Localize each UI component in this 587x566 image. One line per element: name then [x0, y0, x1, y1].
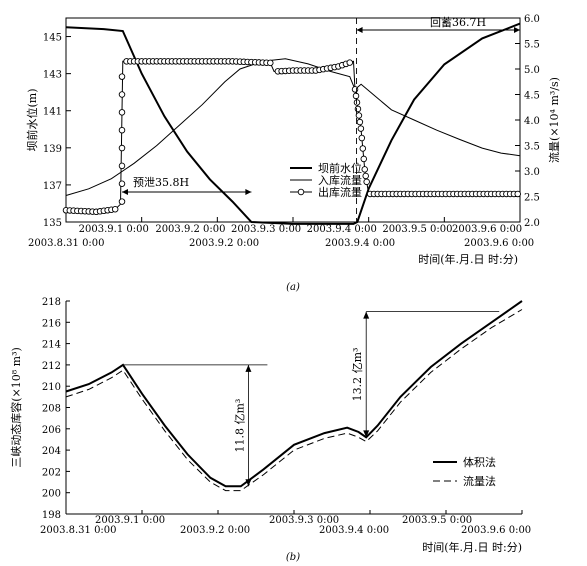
- legend-label-a: 出库流量: [318, 185, 362, 199]
- y-tick-label-b: 212: [42, 361, 61, 372]
- x-tick-label-bottom-a: 2003.9.2 0:00: [189, 238, 259, 249]
- x-tick-label-top-a: 2003.9.3 0:00: [231, 224, 301, 235]
- x-tick-label-top-a: 2003.9.5 0:00: [382, 224, 452, 235]
- y-tick-label-b: 202: [42, 467, 61, 478]
- outflow-point: [118, 198, 126, 205]
- refill-arrowhead-left: [356, 27, 363, 33]
- y-left-tick-label-a: 137: [43, 181, 62, 192]
- y-right-tick-label-a: 4.5: [524, 91, 540, 102]
- legend-label-b: 体积法: [463, 455, 496, 469]
- x-tick-label-bottom-b: 2003.9.2 0:00: [180, 525, 250, 536]
- outflow-point: [358, 134, 366, 142]
- y-right-tick-label-a: 3.0: [524, 167, 540, 178]
- y-tick-label-b: 214: [42, 340, 61, 351]
- pre-release-label: 预泄35.8H: [133, 176, 189, 189]
- range-label-1: 11.8 亿m³: [233, 399, 246, 453]
- y-left-tick-label-a: 143: [43, 70, 62, 81]
- y-left-tick-label-a: 135: [43, 218, 62, 229]
- chart-a: 135 137 139 141 143 145 2.0 2.5 3.0 3.5 4.0 4.5 5.0 5…: [25, 14, 561, 293]
- caption-a: (a): [286, 282, 300, 293]
- outflow-point: [118, 180, 126, 187]
- y-tick-label-b: 200: [42, 489, 61, 500]
- x-tick-label-bottom-b: 2003.9.6 0:00: [461, 525, 531, 536]
- outflow-point: [118, 73, 126, 80]
- legend-label-b: 流量法: [463, 474, 496, 488]
- x-tick-label-top-a: 2003.9.4 0:00: [307, 224, 377, 235]
- outflow-point: [118, 126, 126, 134]
- chart-b: 198 200 202 204 206 208 210 212 214 216 218 2003.9.…: [9, 297, 531, 563]
- y-right-tick-label-a: 2.5: [524, 193, 540, 204]
- x-tick-label-top-a: 2003.9.2 0:00: [155, 224, 225, 235]
- y-right-tick-label-a: 5.5: [524, 40, 540, 51]
- y-right-tick-label-a: 5.0: [524, 65, 540, 76]
- x-tick-label-bottom-a: 2003.9.4 0:00: [325, 238, 395, 249]
- y-tick-label-b: 198: [42, 510, 61, 521]
- outflow-point: [352, 92, 360, 100]
- y-left-axis-label-a: 坝前水位(m): [25, 88, 39, 151]
- y-tick-label-b: 216: [42, 318, 61, 329]
- y-left-tick-label-a: 139: [43, 144, 62, 155]
- y-tick-label-b: 208: [42, 404, 61, 415]
- outflow-point: [354, 105, 362, 113]
- y-tick-label-b: 204: [42, 446, 61, 457]
- outflow-point: [514, 190, 521, 198]
- y-right-tick-label-a: 4.0: [524, 116, 540, 127]
- refill-arrowhead-right: [514, 27, 520, 33]
- x-tick-label-top-a: 2003.9.1 0:00: [79, 224, 149, 235]
- x-tick-label-bottom-a: 2003.9.6 0:00: [464, 238, 534, 249]
- x-tick-label-bottom-a: 2003.8.31 0:00: [28, 238, 105, 249]
- y-axis-label-b: 三峡动态库容(×10⁸ m³): [9, 347, 23, 468]
- x-tick-label-top-a: 2003.9.6 0:00: [452, 224, 522, 235]
- y-tick-label-b: 206: [42, 425, 61, 436]
- pre-release-arrowhead-right: [245, 189, 252, 195]
- refill-label: 回蓄36.7H: [430, 16, 486, 29]
- caption-b: (b): [286, 552, 300, 562]
- x-tick-label-top-b: 2003.9.5 0:00: [402, 515, 472, 526]
- outflow-point: [361, 166, 368, 173]
- y-right-tick-label-a: 3.5: [524, 142, 540, 153]
- x-axis-label-b: 时间(年.月.日 时:分): [422, 540, 522, 554]
- outflow-point: [355, 112, 363, 119]
- range-arrowhead-2-bottom: [363, 430, 370, 438]
- y-left-tick-label-a: 145: [43, 33, 62, 44]
- outflow-point: [118, 162, 126, 170]
- x-axis-label-a: 时间(年.月.日 时:分): [418, 252, 518, 266]
- outflow-point: [359, 145, 367, 152]
- x-tick-label-bottom-b: 2003.9.4 0:00: [319, 525, 389, 536]
- series-line-water-level: [65, 22, 521, 225]
- outflow-point: [118, 109, 126, 116]
- x-tick-label-top-b: 2003.9.3 0:00: [269, 515, 339, 526]
- series-line-volume-method: [65, 300, 523, 488]
- y-right-tick-label-a: 6.0: [524, 14, 540, 25]
- y-tick-label-b: 210: [42, 382, 61, 393]
- outflow-point: [363, 178, 370, 186]
- outflow-point: [118, 144, 126, 152]
- outflow-point: [356, 118, 364, 126]
- series-line-inflow: [65, 58, 521, 196]
- y-right-tick-label-a: 2.0: [524, 218, 540, 229]
- outflow-point: [362, 172, 369, 180]
- range-arrowhead-2-top: [363, 311, 370, 319]
- outflow-point: [357, 125, 365, 132]
- outflow-point: [118, 91, 126, 98]
- pre-release-arrowhead-left: [121, 189, 128, 195]
- y-left-tick-label-a: 141: [43, 107, 62, 118]
- y-tick-label-b: 218: [42, 297, 61, 308]
- outflow-point: [360, 155, 368, 163]
- range-arrowhead-1-top: [245, 364, 252, 372]
- series-line-flow-method: [65, 309, 523, 492]
- outflow-point: [346, 59, 354, 66]
- legend-label-a: 入库流量: [318, 173, 362, 187]
- legend-label-a: 坝前水位: [318, 161, 362, 175]
- range-label-2: 13.2 亿m³: [351, 348, 364, 402]
- range-arrowhead-1-bottom: [245, 479, 252, 487]
- outflow-point: [111, 205, 119, 213]
- y-right-axis-label-a: 流量(×10⁴ m³/s): [547, 77, 561, 163]
- x-tick-label-bottom-b: 2003.8.31 0:00: [40, 525, 117, 536]
- outflow-point: [267, 59, 274, 67]
- legend-marker-outflow: [297, 188, 305, 196]
- x-tick-label-top-b: 2003.9.1 0:00: [95, 515, 165, 526]
